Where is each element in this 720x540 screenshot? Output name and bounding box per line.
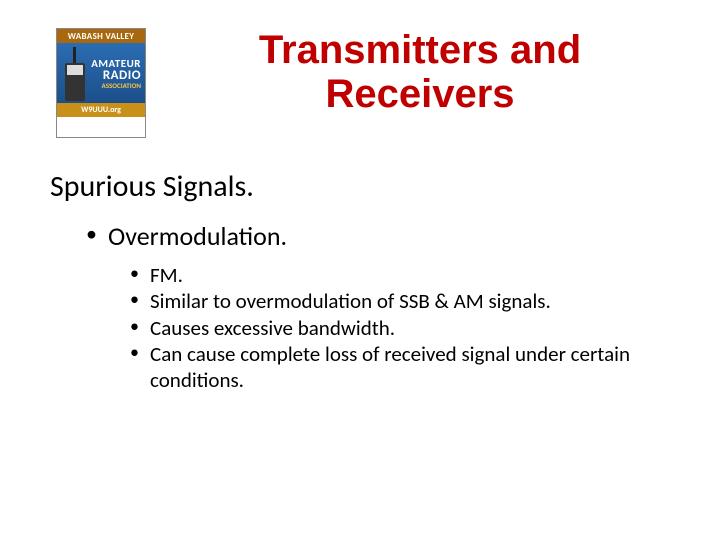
list-item: Similar to overmodulation of SSB & AM si… xyxy=(130,288,680,314)
logo-body: AMATEUR RADIO ASSOCIATION xyxy=(57,43,145,103)
list-item: Overmodulation. xyxy=(86,220,287,252)
club-logo: WABASH VALLEY AMATEUR RADIO ASSOCIATION … xyxy=(56,28,146,138)
list-item: Can cause complete loss of received sign… xyxy=(130,341,680,394)
logo-top-band: WABASH VALLEY xyxy=(57,29,145,43)
list-item: FM. xyxy=(130,262,680,288)
handheld-radio-icon xyxy=(63,47,87,107)
bullet-list-level2: FM. Similar to overmodulation of SSB & A… xyxy=(130,262,680,393)
logo-assoc: ASSOCIATION xyxy=(91,82,141,89)
slide-subtitle: Spurious Signals. xyxy=(50,168,254,205)
logo-line2: RADIO xyxy=(91,69,141,82)
logo-line1: AMATEUR xyxy=(91,58,141,69)
slide-title: Transmitters and Receivers xyxy=(160,28,680,116)
list-item: Causes excessive bandwidth. xyxy=(130,315,680,341)
bullet-list-level1: Overmodulation. xyxy=(86,220,287,252)
